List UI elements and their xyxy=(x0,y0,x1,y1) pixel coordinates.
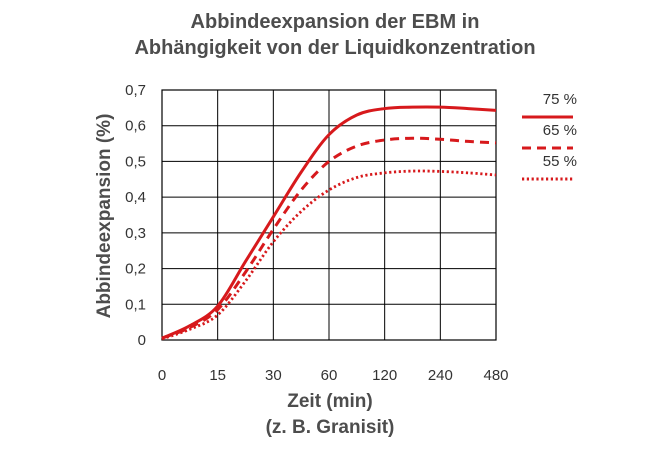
x-tick-label: 120 xyxy=(372,367,397,384)
x-axis-sublabel: (z. B. Granisit) xyxy=(266,417,395,438)
plot-frame xyxy=(161,89,497,341)
x-tick-label: 15 xyxy=(209,367,226,384)
series-layer xyxy=(161,105,497,341)
x-tick-label: 480 xyxy=(483,367,508,384)
y-tick-label: 0,7 xyxy=(125,82,146,99)
x-tick-label: 240 xyxy=(428,367,453,384)
legend-label: 65 % xyxy=(543,122,577,139)
x-tick-label: 30 xyxy=(265,367,282,384)
plot-border xyxy=(161,89,497,341)
y-tick-label: 0,6 xyxy=(125,118,146,135)
grid xyxy=(162,90,496,340)
series-line-solid xyxy=(161,105,497,340)
y-axis-label: Abbindeexpansion (%) xyxy=(94,114,115,319)
x-tick-label: 60 xyxy=(321,367,338,384)
legend-label: 75 % xyxy=(543,91,577,108)
x-axis-ticks: 0 15 30 60 120 240 480 xyxy=(158,367,509,384)
chart-title-line-1: Abbindeexpansion der EBM in xyxy=(191,11,480,33)
y-tick-label: 0 xyxy=(138,332,146,349)
y-tick-label: 0,3 xyxy=(125,225,146,242)
x-axis-label: Zeit (min) xyxy=(287,391,373,412)
y-tick-label: 0,4 xyxy=(125,189,146,206)
legend: 75 % 65 % 55 % xyxy=(522,91,577,181)
legend-label: 55 % xyxy=(543,153,577,170)
y-tick-label: 0,5 xyxy=(125,153,146,170)
y-tick-label: 0,1 xyxy=(125,296,146,313)
x-tick-label: 0 xyxy=(158,367,166,384)
y-axis-ticks: 0 0,1 0,2 0,3 0,4 0,5 0,6 0,7 xyxy=(125,82,146,349)
y-tick-label: 0,2 xyxy=(125,261,146,278)
series-line-dashed xyxy=(161,136,497,340)
chart-title-line-2: Abhängigkeit von der Liquidkonzentration xyxy=(134,37,535,59)
